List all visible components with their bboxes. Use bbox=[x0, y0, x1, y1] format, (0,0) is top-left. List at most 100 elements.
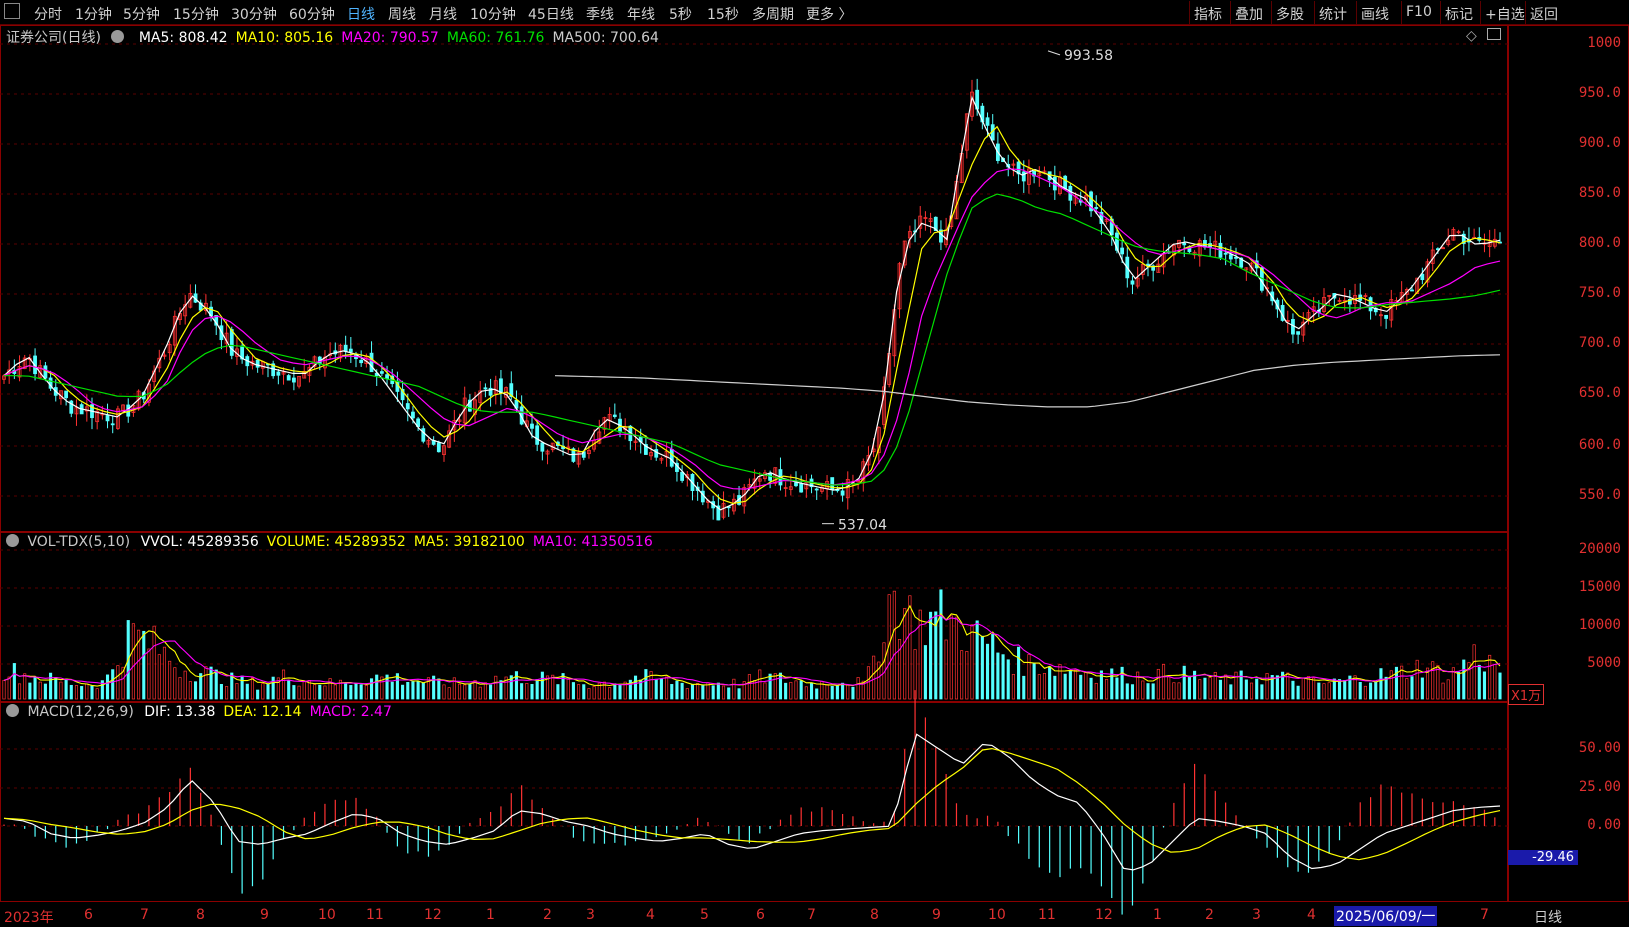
volume-bar bbox=[1105, 679, 1109, 700]
period-tab-12[interactable]: 年线 bbox=[627, 7, 655, 23]
period-tab-1[interactable]: 1分钟 bbox=[75, 7, 112, 23]
volume-bar bbox=[1431, 661, 1435, 700]
panel-toggle-icon[interactable] bbox=[4, 3, 20, 19]
tool-button-3[interactable]: 统计 bbox=[1319, 7, 1347, 23]
period-tab-9[interactable]: 10分钟 bbox=[470, 7, 516, 23]
volume-bar bbox=[556, 684, 560, 700]
volume-bar bbox=[1156, 668, 1160, 700]
axis-tick-label: 550.0 bbox=[1578, 487, 1621, 503]
axis-tick-label: 5000 bbox=[1587, 655, 1621, 671]
period-tab-7[interactable]: 周线 bbox=[388, 7, 416, 23]
tool-button-8[interactable]: 返回 bbox=[1530, 7, 1558, 23]
volume-bar bbox=[825, 684, 829, 700]
candle-body bbox=[1146, 263, 1150, 267]
collapse-icon[interactable] bbox=[6, 704, 19, 717]
period-tab-6[interactable]: 日线 bbox=[347, 7, 375, 23]
volume-bar bbox=[287, 680, 291, 700]
volume-bar bbox=[95, 688, 99, 700]
period-tab-5[interactable]: 60分钟 bbox=[289, 7, 335, 23]
tool-button-2[interactable]: 多股 bbox=[1276, 7, 1304, 23]
volume-bar bbox=[1457, 671, 1461, 700]
tool-button-6[interactable]: 标记 bbox=[1445, 7, 1473, 23]
volume-bar bbox=[1115, 677, 1119, 700]
candle-body bbox=[421, 428, 426, 442]
volume-bar bbox=[809, 682, 814, 700]
volume-bar bbox=[918, 609, 922, 700]
diamond-icon[interactable]: ◇ bbox=[1466, 28, 1477, 44]
collapse-icon[interactable] bbox=[6, 534, 19, 547]
volume-bar bbox=[245, 683, 249, 700]
candle-body bbox=[1441, 247, 1445, 250]
tool-button-1[interactable]: 叠加 bbox=[1235, 7, 1263, 23]
volume-bar bbox=[1482, 671, 1487, 700]
legend-item: DEA: 12.14 bbox=[223, 704, 302, 720]
volume-bar bbox=[64, 678, 68, 700]
chart-canvas[interactable]: 993.58 537.04 bbox=[0, 0, 1508, 927]
tool-button-7[interactable]: +自选 bbox=[1485, 7, 1525, 23]
candle-body bbox=[1140, 264, 1145, 275]
volume-bar bbox=[980, 635, 984, 700]
volume-bar bbox=[628, 679, 632, 700]
volume-bar bbox=[1436, 665, 1440, 700]
volume-bar bbox=[463, 684, 467, 700]
period-tab-11[interactable]: 季线 bbox=[586, 7, 614, 23]
period-tab-10[interactable]: 45日线 bbox=[528, 7, 574, 23]
volume-bar bbox=[965, 651, 969, 700]
volume-bar bbox=[432, 675, 436, 700]
volume-bar bbox=[1317, 682, 1321, 700]
volume-bar bbox=[43, 683, 47, 700]
volume-bar bbox=[59, 681, 63, 700]
period-tab-0[interactable]: 分时 bbox=[34, 7, 62, 23]
candle-body bbox=[1296, 331, 1301, 335]
candle-body bbox=[1301, 321, 1306, 336]
candle-body bbox=[385, 374, 389, 380]
volume-bar bbox=[1208, 677, 1212, 700]
candle-body bbox=[804, 482, 809, 490]
period-tab-14[interactable]: 15秒 bbox=[707, 7, 739, 23]
period-tab-15[interactable]: 多周期 bbox=[752, 7, 794, 23]
volume-bar bbox=[1255, 678, 1259, 700]
candle-body bbox=[379, 371, 384, 374]
period-tab-3[interactable]: 15分钟 bbox=[173, 7, 219, 23]
tool-button-4[interactable]: 画线 bbox=[1361, 7, 1389, 23]
legend-item: MA60: 761.76 bbox=[446, 30, 545, 46]
period-tab-4[interactable]: 30分钟 bbox=[231, 7, 277, 23]
volume-bar bbox=[701, 684, 705, 700]
candle-body bbox=[473, 399, 477, 415]
volume-bar bbox=[442, 684, 446, 700]
collapse-icon[interactable] bbox=[111, 30, 125, 43]
volume-bar bbox=[1167, 676, 1171, 700]
period-label[interactable]: 日线 bbox=[1534, 910, 1562, 926]
volume-bar bbox=[1063, 673, 1067, 700]
volume-bar bbox=[696, 682, 700, 700]
volume-bar bbox=[1296, 685, 1300, 700]
volume-bar bbox=[1042, 672, 1047, 700]
volume-bar bbox=[923, 645, 927, 700]
volume-bar bbox=[1239, 670, 1243, 700]
volume-bar bbox=[665, 676, 669, 700]
candle-body bbox=[1456, 231, 1461, 234]
period-tab-13[interactable]: 5秒 bbox=[669, 7, 692, 23]
volume-bar bbox=[328, 678, 332, 700]
candle-body bbox=[1197, 240, 1202, 257]
volume-bar bbox=[375, 674, 379, 700]
volume-bar bbox=[1141, 680, 1145, 700]
candle-body bbox=[1306, 312, 1311, 320]
volume-bar bbox=[1312, 677, 1316, 700]
volume-bar bbox=[261, 683, 265, 700]
volume-bar bbox=[1348, 675, 1352, 700]
candle-body bbox=[731, 498, 736, 512]
tool-button-5[interactable]: F10 bbox=[1406, 4, 1432, 20]
volume-bar bbox=[240, 675, 244, 700]
candle-body bbox=[69, 400, 74, 414]
tool-button-0[interactable]: 指标 bbox=[1194, 7, 1222, 23]
period-tab-8[interactable]: 月线 bbox=[429, 7, 457, 23]
layout-icon[interactable] bbox=[1487, 28, 1501, 40]
period-tab-16[interactable]: 更多 〉 bbox=[806, 7, 853, 23]
volume-bar bbox=[804, 686, 808, 700]
volume-bar bbox=[1177, 682, 1181, 700]
volume-bar bbox=[33, 677, 37, 700]
volume-bar bbox=[985, 643, 990, 700]
volume-bar bbox=[721, 685, 726, 700]
period-tab-2[interactable]: 5分钟 bbox=[123, 7, 160, 23]
